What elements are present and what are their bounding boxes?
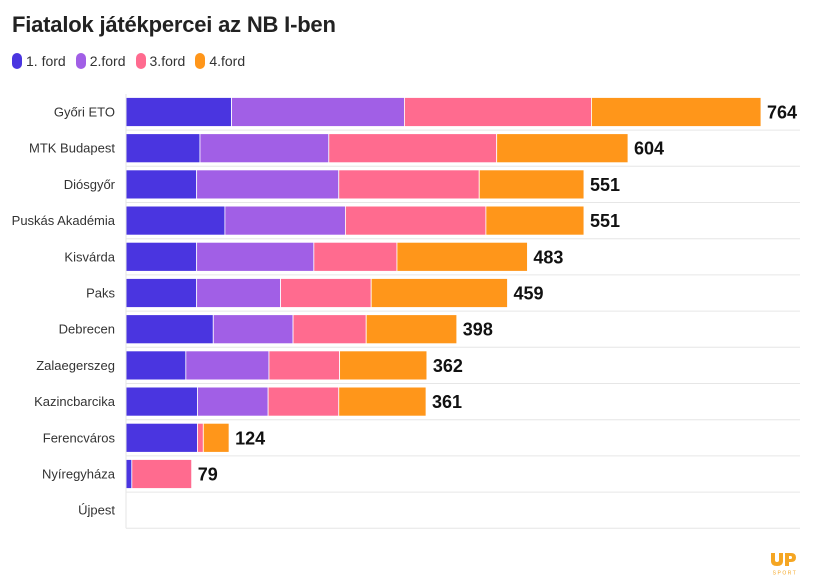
bar-segment-kazincbarcika-3-ford [267, 386, 340, 417]
chart-legend: 1. ford 2.ford 3.ford 4.ford [12, 53, 245, 69]
legend-swatch-2-ford [75, 53, 86, 69]
total-label-zalaegerszeg: 362 [433, 356, 463, 376]
category-label-kazincbarcika: Kazincbarcika [34, 394, 116, 409]
total-label-mtk-budapest: 604 [634, 139, 664, 159]
total-label-kazincbarcika: 361 [432, 392, 462, 412]
bar-segment-debrecen-2-ford [212, 314, 294, 345]
bar-segment-diosgyor-3-ford [338, 169, 480, 200]
bar-segment-puskas-akademia-2-ford [224, 205, 346, 236]
bar-segment-debrecen-1-ford [125, 314, 214, 345]
chart-title: Fiatalok játékpercei az NB I-ben [12, 12, 336, 37]
bar-segment-ferencvaros-4-ford [202, 422, 230, 453]
category-label-debrecen: Debrecen [59, 322, 115, 337]
legend-item-4-ford: 4.ford [195, 53, 245, 69]
bar-segment-gyori-eto-3-ford [404, 97, 592, 127]
bar-segment-kisvarda-4-ford [396, 241, 528, 272]
legend-swatch-1-ford [12, 53, 22, 69]
bar-segment-zalaegerszeg-3-ford [268, 350, 341, 381]
bar-segment-gyori-eto-4-ford [591, 97, 762, 127]
legend-swatch-3-ford [135, 53, 146, 69]
legend-item-1-ford: 1. ford [12, 53, 66, 69]
total-label-diosgyor: 551 [590, 175, 620, 195]
legend-item-3-ford: 3.ford [135, 53, 186, 69]
category-label-ujpest: Újpest [78, 503, 115, 518]
category-label-mtk-budapest: MTK Budapest [29, 141, 115, 156]
bar-segment-gyori-eto-2-ford [231, 97, 405, 127]
bar-segment-mtk-budapest-2-ford [199, 133, 330, 164]
bar-segment-puskas-akademia-3-ford [345, 205, 487, 236]
bar-segment-kazincbarcika-2-ford [197, 386, 269, 417]
total-label-debrecen: 398 [463, 320, 493, 340]
bar-segment-paks-4-ford [370, 278, 508, 308]
bar-segment-paks-2-ford [196, 278, 281, 308]
bar-segment-mtk-budapest-4-ford [496, 133, 629, 164]
category-label-zalaegerszeg: Zalaegerszeg [36, 358, 115, 373]
bar-segment-kisvarda-1-ford [125, 241, 198, 272]
bar-segment-zalaegerszeg-1-ford [125, 350, 187, 381]
bar-segment-mtk-budapest-3-ford [328, 133, 498, 164]
bar-segment-nyiregyhaza-1-ford [125, 459, 133, 489]
legend-label-1-ford: 1. ford [26, 53, 66, 69]
category-label-nyiregyhaza: Nyíregyháza [42, 467, 116, 482]
up-sport-logo: SPORT [771, 553, 798, 577]
bar-segment-zalaegerszeg-2-ford [185, 350, 270, 381]
total-label-paks: 459 [514, 284, 544, 304]
bar-segment-debrecen-3-ford [292, 314, 367, 345]
bar-segment-mtk-budapest-1-ford [125, 133, 201, 164]
category-label-paks: Paks [86, 286, 115, 301]
legend-label-2-ford: 2.ford [89, 53, 126, 69]
category-label-diosgyor: Diósgyőr [64, 177, 116, 192]
bar-segment-kisvarda-2-ford [196, 241, 315, 272]
category-label-kisvarda: Kisvárda [64, 249, 115, 264]
bar-segment-debrecen-4-ford [365, 314, 458, 345]
bar-segment-paks-1-ford [125, 278, 198, 308]
bar-segment-ferencvaros-3-ford [197, 422, 204, 453]
bar-segment-gyori-eto-1-ford [125, 97, 232, 127]
bar-segment-diosgyor-1-ford [125, 169, 198, 200]
bar-segment-puskas-akademia-1-ford [125, 205, 226, 236]
legend-swatch-4-ford [195, 53, 206, 69]
bar-segment-diosgyor-4-ford [478, 169, 585, 200]
bar-segment-kazincbarcika-1-ford [125, 386, 198, 417]
bar-segment-kazincbarcika-4-ford [338, 386, 427, 417]
bar-segment-paks-3-ford [280, 278, 372, 308]
bar-segment-ferencvaros-1-ford [125, 422, 198, 453]
total-label-nyiregyhaza: 79 [198, 465, 218, 485]
total-label-ferencvaros: 124 [235, 428, 265, 448]
total-label-gyori-eto: 764 [767, 103, 797, 123]
svg-text:SPORT: SPORT [773, 571, 798, 577]
total-label-puskas-akademia: 551 [590, 211, 620, 231]
category-label-gyori-eto: Győri ETO [54, 105, 115, 120]
legend-label-3-ford: 3.ford [149, 53, 186, 69]
total-label-kisvarda: 483 [533, 247, 563, 267]
bar-segment-zalaegerszeg-4-ford [339, 350, 428, 381]
bar-segment-puskas-akademia-4-ford [485, 205, 585, 236]
legend-item-2-ford: 2.ford [75, 53, 126, 69]
bar-segment-kisvarda-3-ford [313, 241, 398, 272]
category-label-puskas-akademia: Puskás Akadémia [12, 213, 116, 228]
legend-label-4-ford: 4.ford [209, 53, 246, 69]
bar-segment-nyiregyhaza-3-ford [131, 459, 193, 489]
bar-segment-diosgyor-2-ford [196, 169, 340, 200]
category-label-ferencvaros: Ferencváros [43, 430, 116, 445]
